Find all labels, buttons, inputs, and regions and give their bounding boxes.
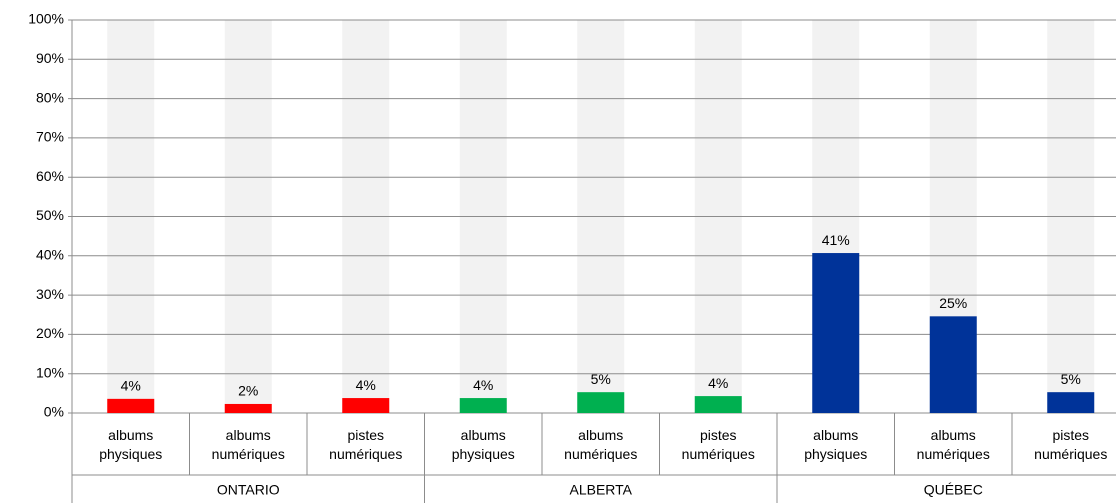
x-tick-label: pistes numériques <box>1034 427 1107 462</box>
y-tick-label: 10% <box>36 364 64 380</box>
y-tick-label: 90% <box>36 50 64 66</box>
bar <box>1047 392 1095 413</box>
y-tick-label: 80% <box>36 89 64 105</box>
bar <box>342 398 390 413</box>
data-label: 4% <box>356 377 376 393</box>
x-tick-label: albums physiques <box>452 427 515 462</box>
data-label: 4% <box>473 377 493 393</box>
y-tick-label: 0% <box>44 404 64 420</box>
x-tick-label: pistes numériques <box>329 427 402 462</box>
bar <box>459 398 507 413</box>
bar <box>224 403 272 413</box>
x-tick-label: pistes numériques <box>682 427 755 462</box>
data-label: 5% <box>1061 371 1081 387</box>
y-tick-label: 50% <box>36 207 64 223</box>
x-tick-label: albums physiques <box>804 427 867 462</box>
bar <box>694 396 742 413</box>
x-tick-label: albums physiques <box>99 427 162 462</box>
x-tick-label: albums numériques <box>917 427 990 462</box>
bar <box>929 316 977 413</box>
data-label: 2% <box>238 383 258 399</box>
group-label: QUÉBEC <box>924 482 983 498</box>
group-label: ONTARIO <box>217 482 280 498</box>
bar <box>812 253 860 413</box>
group-label: ALBERTA <box>569 482 632 498</box>
x-tick-label: albums numériques <box>212 427 285 462</box>
y-tick-label: 20% <box>36 325 64 341</box>
y-tick-label: 100% <box>28 11 64 27</box>
data-label: 5% <box>591 371 611 387</box>
x-tick-label: albums numériques <box>564 427 637 462</box>
data-label: 25% <box>939 295 967 311</box>
bar <box>107 398 155 413</box>
data-label: 41% <box>822 232 850 248</box>
y-tick-label: 30% <box>36 286 64 302</box>
y-tick-label: 60% <box>36 168 64 184</box>
data-label: 4% <box>708 375 728 391</box>
y-tick-label: 70% <box>36 129 64 145</box>
bar <box>577 392 625 413</box>
data-label: 4% <box>121 378 141 394</box>
y-tick-label: 40% <box>36 247 64 263</box>
